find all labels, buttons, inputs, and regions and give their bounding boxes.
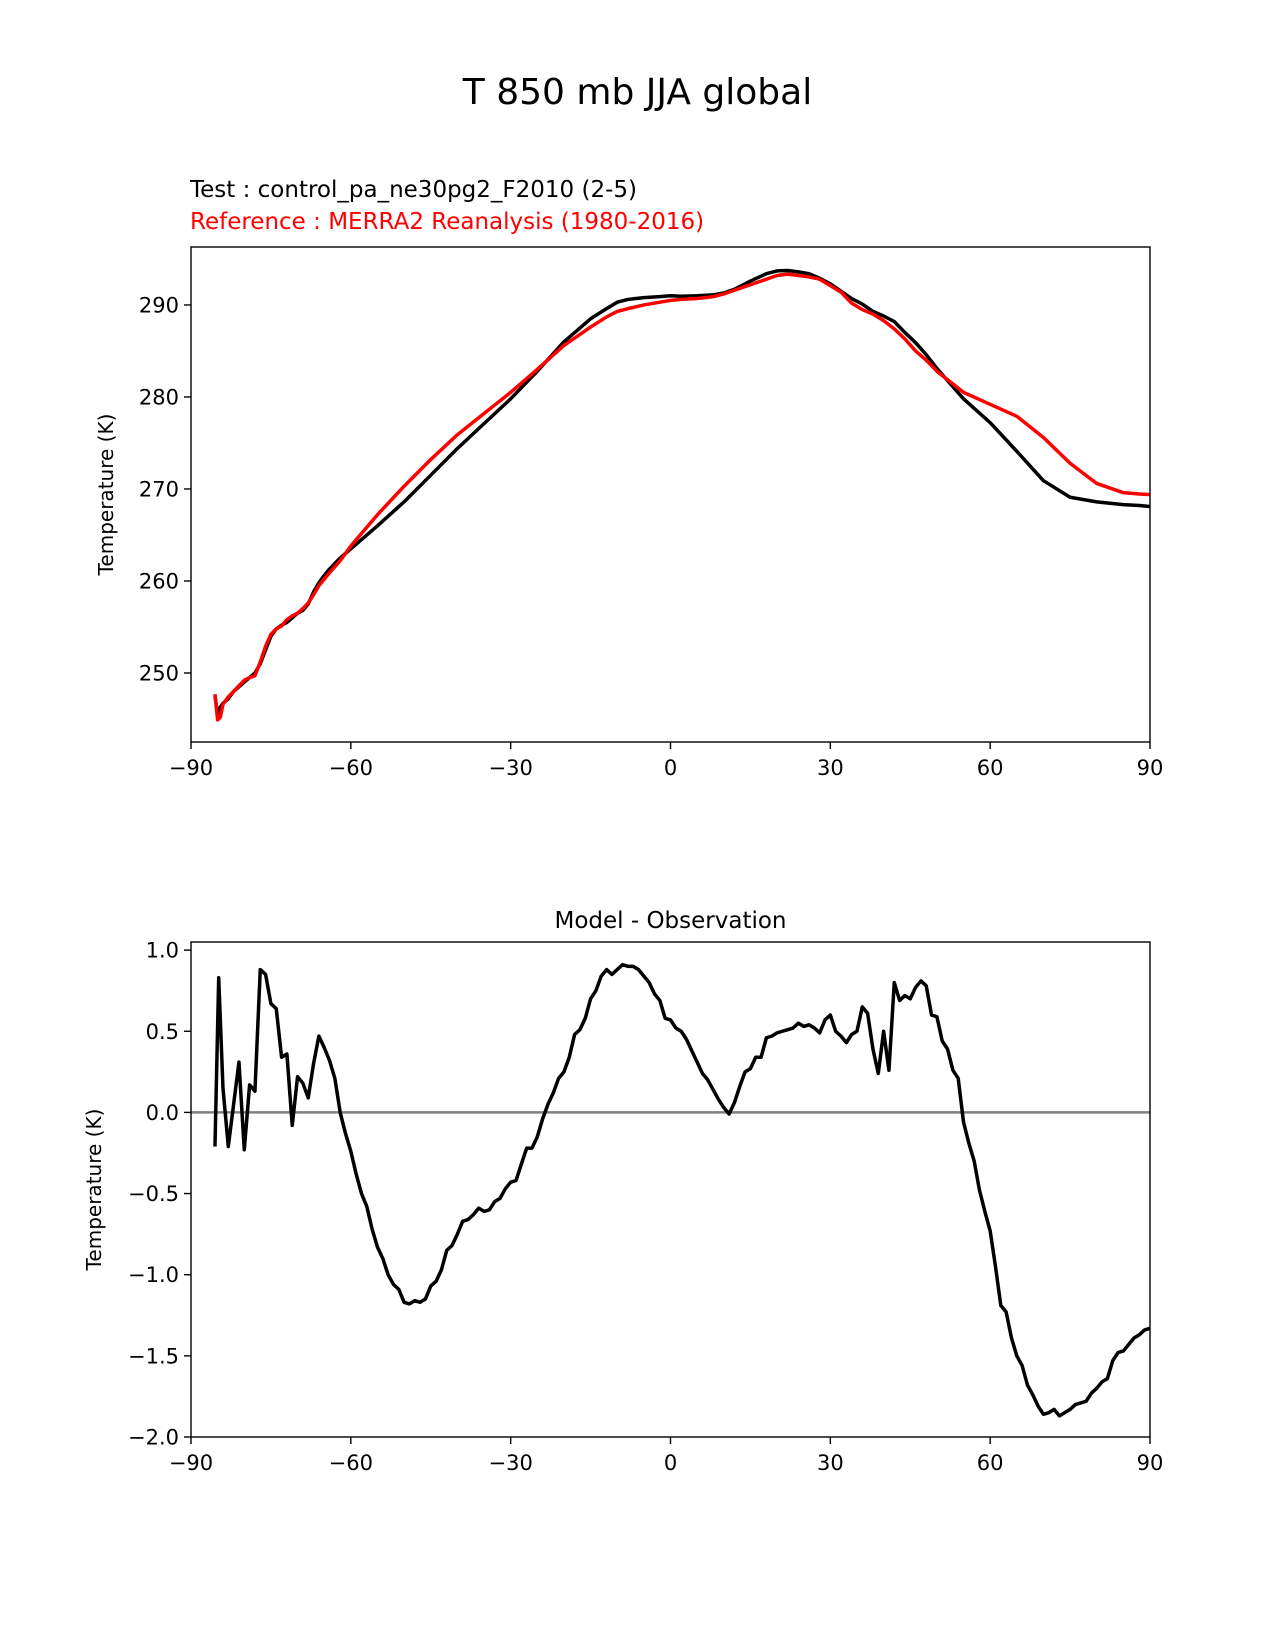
x-tick-label: 0 (664, 1451, 677, 1475)
x-tick-label: −30 (489, 1451, 533, 1475)
y-tick-label: 280 (139, 385, 179, 409)
y-axis-label: Temperature (K) (82, 1109, 106, 1272)
figure-title: T 850 mb JJA global (462, 72, 813, 113)
y-tick-label: −2.0 (128, 1426, 179, 1450)
x-tick-label: 90 (1137, 1451, 1164, 1475)
axes-frame (190, 246, 1151, 743)
y-tick-label: 250 (139, 661, 179, 685)
x-tick-label: −90 (169, 1451, 213, 1475)
y-tick-label: 260 (139, 569, 179, 593)
test-label: Test : control_pa_ne30pg2_F2010 (2-5) (190, 177, 637, 203)
x-tick-label: 90 (1137, 756, 1164, 780)
y-tick-label: 0.5 (146, 1020, 179, 1044)
reference-series-line (213, 272, 1150, 722)
x-tick-label: 0 (664, 756, 677, 780)
y-axis-label: Temperature (K) (94, 414, 118, 577)
y-tick-label: −0.5 (128, 1182, 179, 1206)
x-tick-label: 30 (817, 1451, 844, 1475)
reference-label: Reference : MERRA2 Reanalysis (1980-2016… (190, 209, 705, 235)
y-tick-label: 290 (139, 293, 179, 317)
panel-title: Model - Observation (554, 908, 786, 934)
y-tick-label: −1.0 (128, 1263, 179, 1287)
test-series-line (213, 268, 1150, 717)
difference-series-line (213, 962, 1150, 1418)
x-tick-label: −90 (169, 756, 213, 780)
x-tick-label: −60 (329, 1451, 373, 1475)
y-tick-label: 0.0 (146, 1101, 179, 1125)
top-panel: −90 −60 −30 0 30 60 90 250 260 270 280 290 Temperatu… (94, 246, 1164, 780)
axes-frame (190, 941, 1151, 1438)
x-tick-label: 60 (977, 756, 1004, 780)
bottom-panel: −90 −60 −30 0 30 60 90 1.0 0.5 0.0 −0.5 −1.0 −1.5 −2.… (82, 908, 1163, 1475)
x-tick-label: 30 (817, 756, 844, 780)
y-tick-label: 1.0 (146, 939, 179, 963)
y-tick-label: −1.5 (128, 1344, 179, 1368)
x-tick-label: −30 (489, 756, 533, 780)
y-tick-label: 270 (139, 477, 179, 501)
x-tick-label: 60 (977, 1451, 1004, 1475)
x-tick-label: −60 (329, 756, 373, 780)
